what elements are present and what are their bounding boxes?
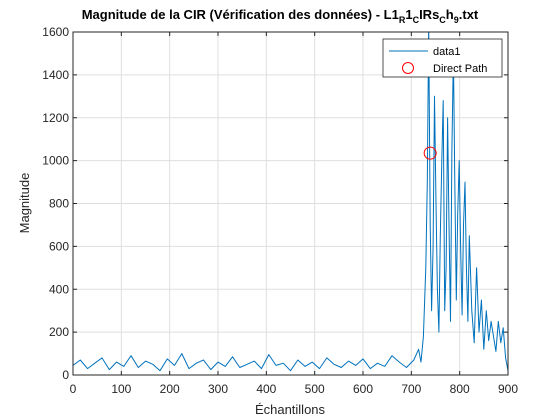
direct-path-marker (423, 146, 437, 160)
grid (72, 31, 509, 376)
y-tick-label: 600 (49, 239, 69, 253)
title-end: .txt (459, 7, 479, 22)
x-tick-label: 400 (256, 382, 276, 396)
legend-label-data1: data1 (433, 46, 461, 58)
y-tick-label: 1200 (42, 111, 69, 125)
title-mid-1: 1 (405, 7, 412, 22)
y-tick-label: 1000 (42, 154, 69, 168)
title-sub-1: R (399, 15, 406, 25)
legend-label-direct-path: Direct Path (433, 63, 487, 75)
y-tick-label: 0 (62, 368, 69, 382)
series-line-data1 (73, 32, 508, 372)
x-tick-label: 100 (111, 382, 131, 396)
x-tick-label: 700 (401, 382, 421, 396)
title-mid-3: h (446, 7, 454, 22)
title-main: Magnitude de la CIR (Vérification des do… (82, 7, 399, 22)
title-sub-2: C (413, 15, 420, 25)
x-tick-label: 200 (160, 382, 180, 396)
title-sub-4: 9 (454, 15, 459, 25)
title-sub-3: C (439, 15, 446, 25)
x-tick-label: 300 (208, 382, 228, 396)
y-tick-label: 1400 (42, 68, 69, 82)
chart-title: Magnitude de la CIR (Vérification des do… (82, 7, 479, 25)
legend-marker-direct-path (402, 62, 414, 74)
legend[interactable]: data1 Direct Path (382, 38, 503, 78)
plot-area (73, 32, 508, 372)
x-tick-label: 900 (498, 382, 518, 396)
ticks (72, 31, 509, 376)
y-tick-label: 1600 (42, 25, 69, 39)
x-tick-label: 0 (70, 382, 77, 396)
y-tick-label: 400 (49, 282, 69, 296)
x-axis-label: Échantillons (255, 402, 326, 417)
x-tick-label: 600 (353, 382, 373, 396)
y-tick-label: 800 (49, 197, 69, 211)
y-tick-label: 200 (49, 325, 69, 339)
x-tick-label: 800 (450, 382, 470, 396)
title-mid-2: IRs (419, 7, 439, 22)
x-tick-label: 500 (305, 382, 325, 396)
y-axis-label: Magnitude (17, 173, 32, 234)
tick-labels: 0 100 200 300 400 500 600 700 800 900 0 200 400 600 80… (42, 25, 518, 396)
